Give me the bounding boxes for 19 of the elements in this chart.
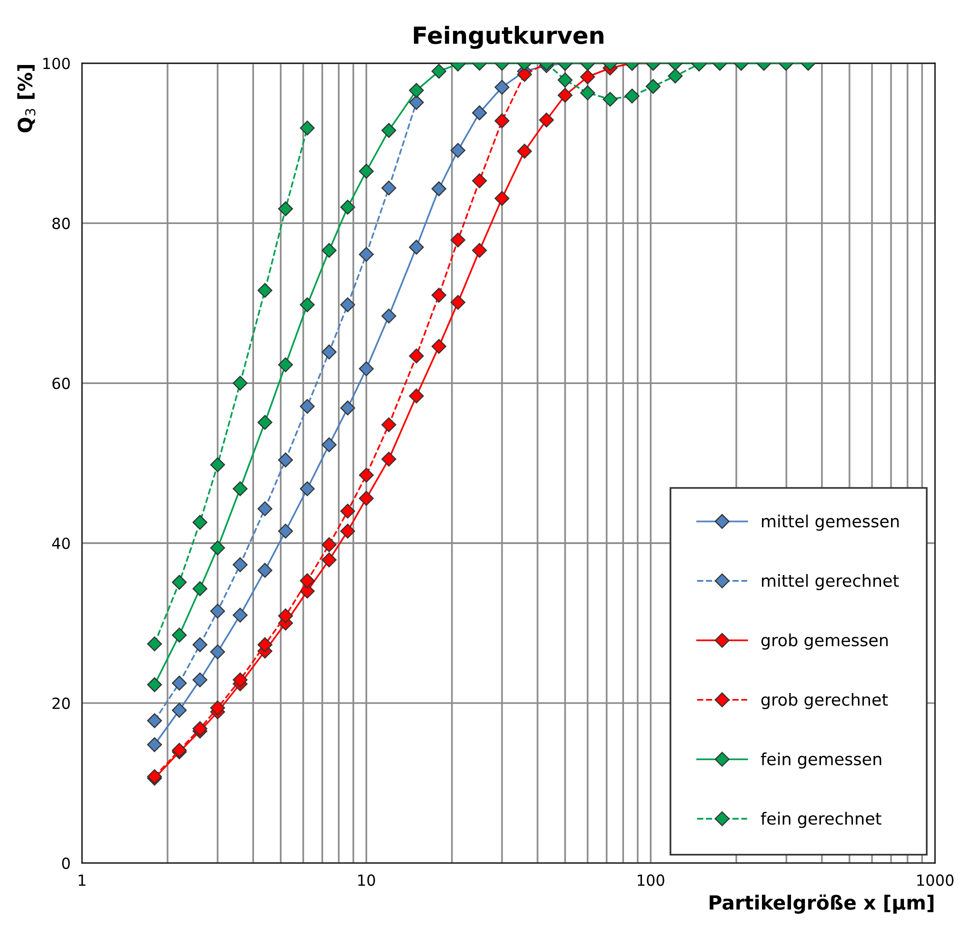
y-tick-label: 60	[52, 378, 70, 390]
x-axis-title: Partikelgröße x [µm]	[710, 894, 934, 914]
legend-label: fein gerechnet	[760, 812, 882, 828]
y-tick-label: 100	[43, 58, 70, 70]
x-tick-label: 10	[358, 874, 376, 886]
legend-label: mittel gemessen	[762, 514, 899, 531]
legend-label: grob gerechnet	[761, 692, 888, 710]
x-tick-label: 100	[638, 874, 664, 886]
y-axis-title: Q$_{3}$ [%]	[17, 64, 36, 132]
y-tick-label: 20	[52, 698, 70, 710]
x-tick-label: 1000	[917, 874, 954, 886]
legend-label: grob gemessen	[761, 634, 888, 650]
y-tick-label: 80	[52, 218, 70, 230]
legend-label: mittel gerechnet	[762, 574, 899, 590]
y-tick-label: 40	[52, 538, 70, 550]
y-tick-label: 0	[62, 858, 70, 870]
legend-label: fein gemessen	[760, 752, 882, 769]
chart-title: Feingutkurven	[414, 26, 604, 49]
x-tick-label: 1	[78, 874, 86, 886]
